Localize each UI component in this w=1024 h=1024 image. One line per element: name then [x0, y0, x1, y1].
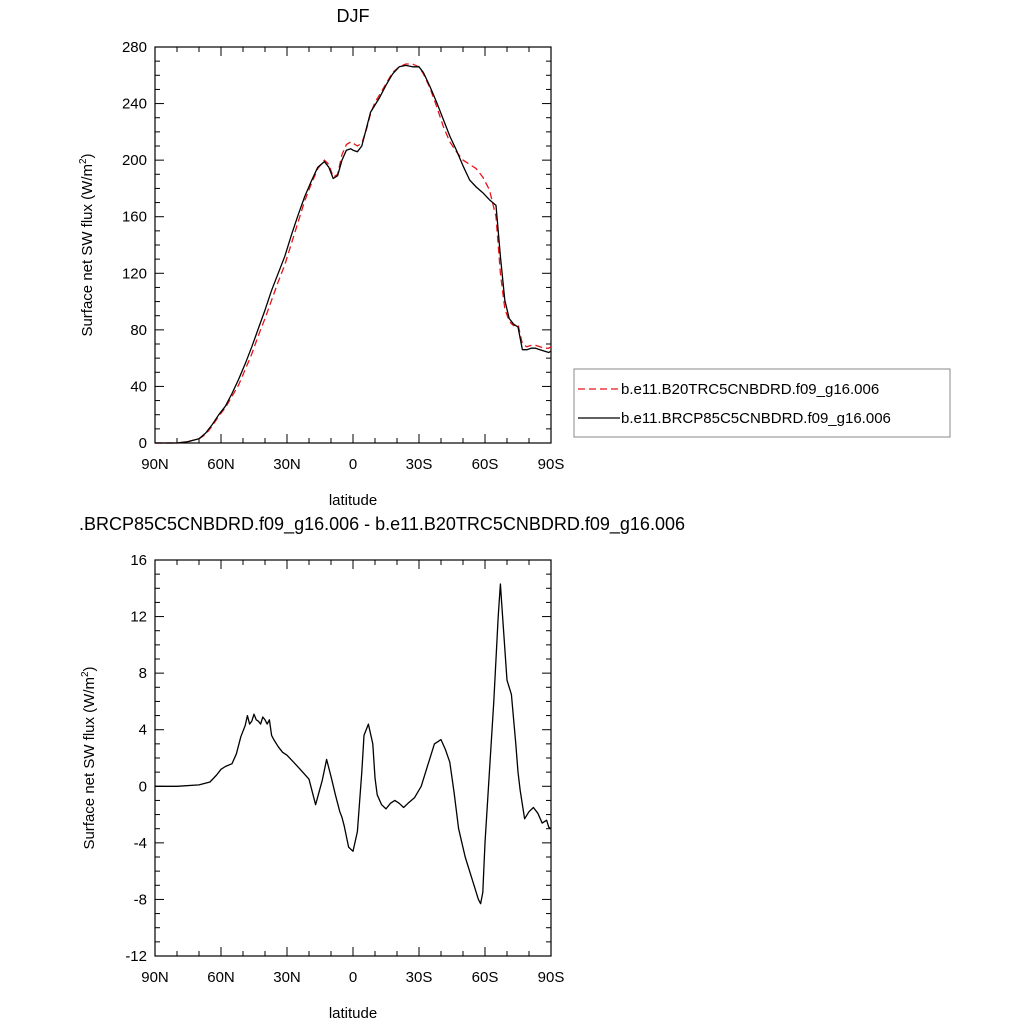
- top-y-tick-label: 80: [130, 322, 147, 339]
- bottom-x-tick-label: 0: [349, 969, 357, 986]
- bottom-x-tick-label: 60N: [207, 969, 235, 986]
- bottom-x-axis-label: latitude: [329, 1005, 377, 1022]
- bottom-x-tick-label: 30S: [406, 969, 433, 986]
- top-y-tick-label: 280: [122, 39, 147, 56]
- top-tick-marks: [154, 46, 552, 444]
- top-chart-title: DJF: [337, 6, 370, 26]
- top-y-axis-label-main: Surface net SW flux (W/m: [79, 164, 96, 337]
- bottom-chart-title: .BRCP85C5CNBDRD.f09_g16.006 - b.e11.B20T…: [79, 514, 685, 535]
- bottom-y-tick-label: -4: [134, 835, 147, 852]
- bottom-x-tick-labels: 90N 60N 30N 0 30S 60S 90S: [141, 969, 564, 986]
- bottom-x-tick-label: 30N: [273, 969, 301, 986]
- bottom-series-lines: [155, 583, 552, 905]
- top-y-axis-label: Surface net SW flux (W/m2): [78, 153, 96, 336]
- top-y-tick-label: 40: [130, 378, 147, 395]
- legend-box: [573, 368, 951, 438]
- bottom-y-axis-label: Surface net SW flux (W/m2): [80, 666, 98, 849]
- top-x-tick-labels: 90N 60N 30N 0 30S 60S 90S: [141, 456, 564, 473]
- top-y-tick-label: 0: [139, 435, 147, 452]
- top-x-tick-label: 90N: [141, 456, 169, 473]
- top-legend: b.e11.B20TRC5CNBDRD.f09_g16.006 b.e11.BR…: [573, 368, 951, 438]
- bottom-y-tick-label: -12: [125, 948, 147, 965]
- bottom-x-tick-label: 60S: [472, 969, 499, 986]
- top-x-tick-label: 60N: [207, 456, 235, 473]
- top-y-tick-label: 200: [122, 152, 147, 169]
- bottom-y-axis-label-main: Surface net SW flux (W/m: [81, 677, 98, 850]
- top-y-tick-label: 120: [122, 265, 147, 282]
- legend-label-series-2: b.e11.BRCP85C5CNBDRD.f09_g16.006: [621, 410, 891, 427]
- legend-label-series-1: b.e11.B20TRC5CNBDRD.f09_g16.006: [621, 381, 879, 398]
- bottom-x-tick-label: 90N: [141, 969, 169, 986]
- top-y-tick-labels: 0 40 80 120 160 200 240 280: [122, 39, 147, 452]
- top-x-tick-label: 60S: [472, 456, 499, 473]
- top-y-axis-label-end: ): [79, 153, 96, 158]
- top-series-line-2: [155, 64, 552, 444]
- bottom-y-tick-label: 12: [130, 609, 147, 626]
- bottom-x-tick-label: 90S: [538, 969, 565, 986]
- top-x-tick-label: 30S: [406, 456, 433, 473]
- top-x-axis-label: latitude: [329, 492, 377, 509]
- bottom-y-tick-label: 0: [139, 778, 147, 795]
- bottom-tick-marks: [154, 559, 552, 957]
- bottom-panel: .BRCP85C5CNBDRD.f09_g16.006 - b.e11.B20T…: [79, 514, 685, 1022]
- top-y-tick-label: 240: [122, 96, 147, 113]
- bottom-y-tick-labels: -12 -8 -4 0 4 8 12 16: [125, 552, 147, 965]
- top-y-axis-label-sup: 2: [78, 158, 89, 164]
- top-series-line-1: [155, 63, 552, 444]
- top-panel: DJF 0 40 80 120 160 200 240 280 90N 60N 30N 0 30S 60…: [78, 6, 951, 509]
- top-x-tick-label: 90S: [538, 456, 565, 473]
- top-x-tick-label: 0: [349, 456, 357, 473]
- bottom-y-axis-label-end: ): [81, 666, 98, 671]
- bottom-y-tick-label: 8: [139, 665, 147, 682]
- top-series-lines: [155, 63, 552, 444]
- top-x-tick-label: 30N: [273, 456, 301, 473]
- bottom-series-line-1: [155, 583, 552, 905]
- bottom-y-tick-label: 16: [130, 552, 147, 569]
- bottom-y-axis-label-sup: 2: [80, 671, 91, 677]
- top-y-tick-label: 160: [122, 209, 147, 226]
- bottom-y-tick-label: 4: [139, 722, 147, 739]
- bottom-y-tick-label: -8: [134, 891, 147, 908]
